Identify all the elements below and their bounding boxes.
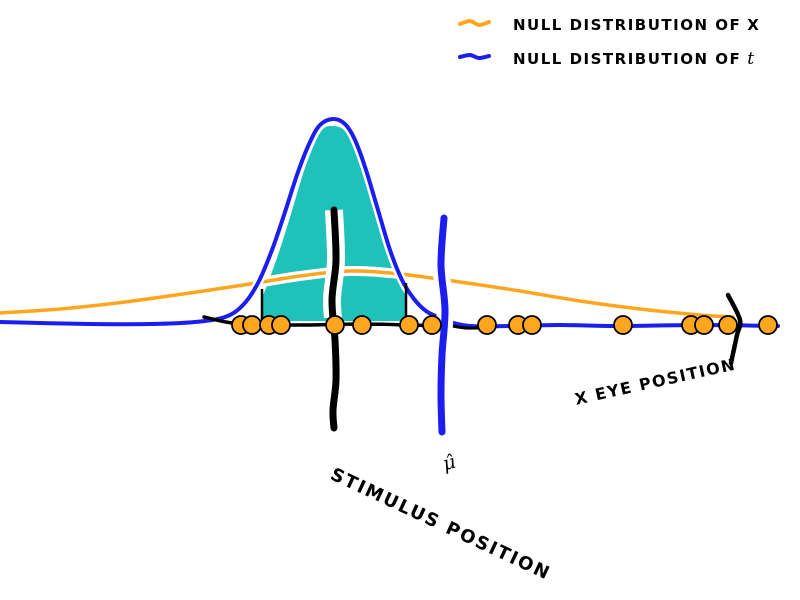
mu-hat-line <box>437 214 449 436</box>
legend-symbol-t: t <box>747 49 755 69</box>
eye-position-dot <box>718 315 738 335</box>
eye-position-dot <box>352 315 372 335</box>
eye-position-dot <box>694 315 714 335</box>
eye-position-dot <box>325 315 345 335</box>
eye-position-dot <box>422 315 442 335</box>
eye-position-dots <box>231 315 778 335</box>
x-distribution-curve <box>0 269 735 319</box>
legend-label-x: NULL DISTRIBUTION OF <box>513 16 742 34</box>
legend-label-t: NULL DISTRIBUTION OF <box>513 50 742 68</box>
eye-axis-tick <box>725 292 743 366</box>
eye-position-dot <box>399 315 419 335</box>
eye-position-dot <box>758 315 778 335</box>
eye-position-dot <box>613 315 633 335</box>
eye-position-marker-symbol: X <box>572 387 591 409</box>
legend-entry-t: NULL DISTRIBUTION OF t <box>513 49 754 69</box>
legend-swatch-t <box>458 52 491 61</box>
legend-swatch-x <box>458 19 491 27</box>
axis-line-right-segment <box>450 324 482 330</box>
eye-position-dot <box>522 315 542 335</box>
eye-position-dot <box>271 315 291 335</box>
stimulus-line <box>328 206 340 432</box>
legend-entry-x: NULL DISTRIBUTION OF X <box>513 16 760 34</box>
eye-position-dot <box>477 315 497 335</box>
eye-position-dot <box>242 315 262 335</box>
legend-symbol-x: X <box>747 16 761 34</box>
